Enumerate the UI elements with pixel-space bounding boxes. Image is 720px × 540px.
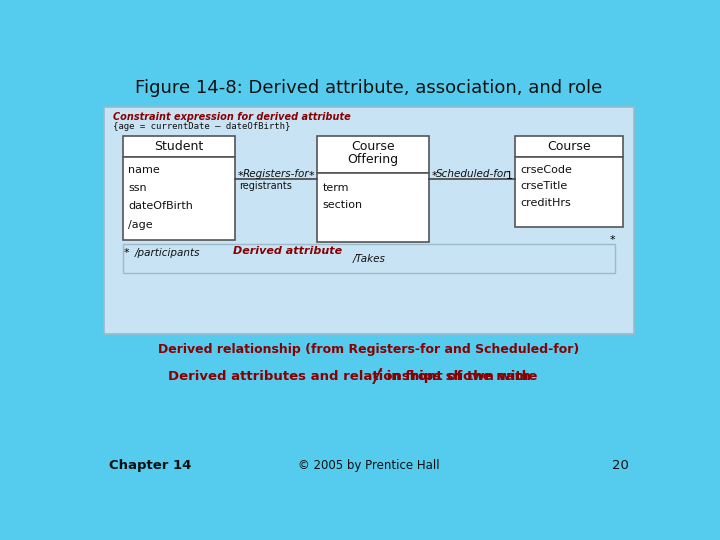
Text: Chapter 14: Chapter 14 [109,458,192,472]
Text: {age = currentDate – dateOfBirth}: {age = currentDate – dateOfBirth} [113,122,291,131]
Text: in front of the name: in front of the name [382,370,538,383]
Text: Derived relationship (from Registers-for and Scheduled-for): Derived relationship (from Registers-for… [158,343,580,356]
Bar [122,244,616,273]
Text: section: section [323,200,363,210]
Text: Constraint expression for derived attribute: Constraint expression for derived attrib… [113,112,351,122]
Text: © 2005 by Prentice Hall: © 2005 by Prentice Hall [298,458,440,472]
Text: Student: Student [154,140,203,153]
Text: *: * [610,235,615,245]
Text: *: * [124,248,130,258]
Text: /age: /age [128,220,153,230]
Text: Offering: Offering [348,153,399,166]
Text: *: * [238,171,243,181]
Text: *: * [432,171,438,181]
Bar [515,136,624,157]
Text: Derived attribute: Derived attribute [233,246,343,256]
Text: registrants: registrants [239,181,292,191]
Text: /: / [374,367,381,386]
Text: /Takes: /Takes [353,254,385,264]
Text: Course: Course [351,140,395,153]
Text: *: * [309,171,315,181]
Text: crseCode: crseCode [520,165,572,174]
Text: Scheduled-for: Scheduled-for [436,169,508,179]
Text: name: name [128,165,160,174]
Text: crseTitle: crseTitle [520,181,567,192]
Bar [122,157,235,240]
Text: Derived attributes and relationships shown with: Derived attributes and relationships sho… [168,370,535,383]
Text: Figure 14-8: Derived attribute, association, and role: Figure 14-8: Derived attribute, associat… [135,79,603,97]
Text: Course: Course [547,140,591,153]
Text: /participants: /participants [135,248,200,258]
Bar [104,107,634,334]
Bar [317,136,429,173]
Bar [515,157,624,226]
Text: term: term [323,183,349,193]
Text: dateOfBirth: dateOfBirth [128,201,193,212]
Text: Registers-for: Registers-for [243,169,310,179]
Text: 20: 20 [612,458,629,472]
Text: ssn: ssn [128,183,147,193]
Bar [317,173,429,242]
Text: creditHrs: creditHrs [520,198,571,208]
Text: 1: 1 [505,171,513,181]
Bar [122,136,235,157]
